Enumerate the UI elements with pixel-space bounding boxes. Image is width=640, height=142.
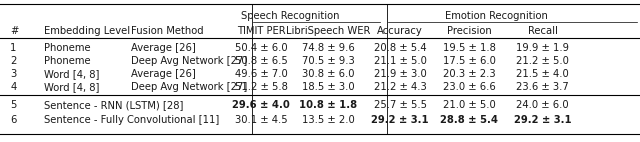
Text: Sentence - RNN (LSTM) [28]: Sentence - RNN (LSTM) [28]: [44, 100, 183, 110]
Text: 74.8 ± 9.6: 74.8 ± 9.6: [302, 43, 355, 53]
Text: 50.4 ± 6.0: 50.4 ± 6.0: [235, 43, 287, 53]
Text: Average [26]: Average [26]: [131, 69, 196, 79]
Text: 29.6 ± 4.0: 29.6 ± 4.0: [232, 100, 290, 110]
Text: 25.7 ± 5.5: 25.7 ± 5.5: [374, 100, 426, 110]
Text: 21.2 ± 5.0: 21.2 ± 5.0: [516, 56, 569, 66]
Text: 20.3 ± 2.3: 20.3 ± 2.3: [443, 69, 495, 79]
Text: 21.5 ± 4.0: 21.5 ± 4.0: [516, 69, 569, 79]
Text: 10.8 ± 1.8: 10.8 ± 1.8: [300, 100, 357, 110]
Text: Accuracy: Accuracy: [377, 26, 423, 36]
Text: 29.2 ± 3.1: 29.2 ± 3.1: [514, 115, 572, 125]
Text: 28.8 ± 5.4: 28.8 ± 5.4: [440, 115, 498, 125]
Text: Sentence - Fully Convolutional [11]: Sentence - Fully Convolutional [11]: [44, 115, 219, 125]
Text: 2: 2: [10, 56, 17, 66]
Text: 19.9 ± 1.9: 19.9 ± 1.9: [516, 43, 569, 53]
Text: 21.9 ± 3.0: 21.9 ± 3.0: [374, 69, 426, 79]
Text: 23.6 ± 3.7: 23.6 ± 3.7: [516, 82, 569, 92]
Text: Deep Avg Network [27]: Deep Avg Network [27]: [131, 56, 248, 66]
Text: Embedding Level: Embedding Level: [44, 26, 130, 36]
Text: Average [26]: Average [26]: [131, 43, 196, 53]
Text: 5: 5: [10, 100, 17, 110]
Text: Recall: Recall: [528, 26, 557, 36]
Text: 30.1 ± 4.5: 30.1 ± 4.5: [235, 115, 287, 125]
Text: #: #: [10, 26, 19, 36]
Text: Word [4, 8]: Word [4, 8]: [44, 69, 99, 79]
Text: 49.6 ± 7.0: 49.6 ± 7.0: [235, 69, 287, 79]
Text: Precision: Precision: [447, 26, 492, 36]
Text: 24.0 ± 6.0: 24.0 ± 6.0: [516, 100, 569, 110]
Text: 20.8 ± 5.4: 20.8 ± 5.4: [374, 43, 426, 53]
Text: Emotion Recognition: Emotion Recognition: [445, 11, 547, 21]
Text: Fusion Method: Fusion Method: [131, 26, 204, 36]
Text: 6: 6: [10, 115, 17, 125]
Text: TIMIT PER: TIMIT PER: [237, 26, 285, 36]
Text: 29.2 ± 3.1: 29.2 ± 3.1: [371, 115, 429, 125]
Text: 70.5 ± 9.3: 70.5 ± 9.3: [302, 56, 355, 66]
Text: 21.2 ± 4.3: 21.2 ± 4.3: [374, 82, 426, 92]
Text: 23.0 ± 6.6: 23.0 ± 6.6: [443, 82, 495, 92]
Text: 21.0 ± 5.0: 21.0 ± 5.0: [443, 100, 495, 110]
Text: 51.2 ± 5.8: 51.2 ± 5.8: [235, 82, 287, 92]
Text: Phoneme: Phoneme: [44, 43, 90, 53]
Text: 1: 1: [10, 43, 17, 53]
Text: 3: 3: [10, 69, 17, 79]
Text: 30.8 ± 6.0: 30.8 ± 6.0: [302, 69, 355, 79]
Text: 19.5 ± 1.8: 19.5 ± 1.8: [443, 43, 495, 53]
Text: 13.5 ± 2.0: 13.5 ± 2.0: [302, 115, 355, 125]
Text: 18.5 ± 3.0: 18.5 ± 3.0: [302, 82, 355, 92]
Text: LibriSpeech WER: LibriSpeech WER: [286, 26, 371, 36]
Text: 50.8 ± 6.5: 50.8 ± 6.5: [235, 56, 287, 66]
Text: 17.5 ± 6.0: 17.5 ± 6.0: [443, 56, 495, 66]
Text: Speech Recognition: Speech Recognition: [241, 11, 339, 21]
Text: 4: 4: [10, 82, 17, 92]
Text: Phoneme: Phoneme: [44, 56, 90, 66]
Text: Deep Avg Network [27]: Deep Avg Network [27]: [131, 82, 248, 92]
Text: 21.1 ± 5.0: 21.1 ± 5.0: [374, 56, 426, 66]
Text: Word [4, 8]: Word [4, 8]: [44, 82, 99, 92]
